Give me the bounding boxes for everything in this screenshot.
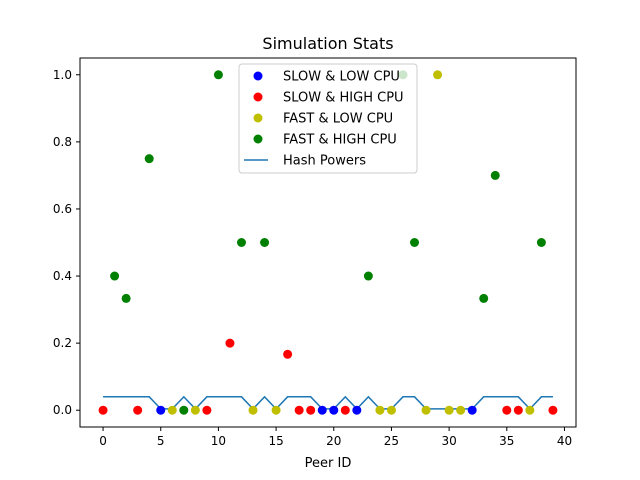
point-slow-high-cpu	[340, 405, 350, 415]
point-fast-high-cpu	[410, 238, 420, 247]
axis-ticks: 0 5 10 15 20 25 30 35 40 0.0 0.2 0.4 0.6 0.8 1.0	[53, 68, 572, 448]
x-tick-label: 40	[557, 434, 572, 448]
legend-entry-label: Hash Powers	[283, 154, 366, 169]
plot-area-frame	[79, 57, 577, 428]
point-fast-high-cpu	[363, 271, 373, 281]
point-fast-high-cpu	[110, 271, 120, 281]
legend-box	[238, 63, 418, 174]
y-tick-label: 0.8	[53, 135, 72, 149]
point-slow-low-cpu	[467, 405, 477, 415]
y-tick-label: 0.4	[53, 269, 72, 283]
point-slow-high-cpu	[202, 405, 212, 415]
legend-marker-swatch	[253, 92, 263, 102]
point-fast-low-cpu	[386, 405, 396, 415]
point-fast-low-cpu	[248, 405, 258, 415]
point-fast-high-cpu	[144, 154, 154, 164]
point-fast-high-cpu	[490, 170, 500, 180]
point-slow-high-cpu	[133, 405, 143, 415]
point-slow-low-cpu	[156, 405, 166, 415]
point-fast-low-cpu	[167, 405, 177, 415]
point-slow-high-cpu	[98, 405, 108, 415]
legend: SLOW & LOW CPU SLOW & HIGH CPU FAST & LOW …	[238, 63, 418, 174]
point-fast-low-cpu	[421, 405, 431, 415]
point-slow-high-cpu	[548, 405, 558, 415]
point-slow-high-cpu	[225, 338, 235, 348]
x-tick-label: 0	[99, 434, 107, 448]
x-tick-label: 25	[384, 434, 399, 448]
chart-title: Simulation Stats	[262, 34, 393, 53]
point-slow-high-cpu	[283, 349, 293, 359]
x-tick-label: 15	[268, 434, 283, 448]
point-fast-high-cpu	[536, 238, 546, 247]
point-fast-low-cpu	[271, 405, 281, 415]
point-slow-high-cpu	[306, 405, 316, 415]
hash-power-line-layer	[103, 395, 553, 410]
point-fast-low-cpu	[444, 405, 454, 415]
point-fast-high-cpu	[260, 238, 270, 247]
x-tick-label: 10	[211, 434, 226, 448]
y-tick-label: 0.2	[53, 336, 72, 350]
x-tick-label: 30	[441, 434, 456, 448]
point-fast-high-cpu	[121, 293, 131, 303]
legend-entry-label: FAST & LOW CPU	[283, 112, 393, 127]
point-slow-low-cpu	[317, 405, 327, 415]
x-tick-label: 20	[326, 434, 341, 448]
y-tick-label: 0.0	[53, 403, 72, 417]
x-tick-label: 35	[499, 434, 514, 448]
legend-marker-swatch	[253, 71, 263, 81]
hash-powers-line	[103, 395, 553, 410]
legend-entry-label: SLOW & LOW CPU	[283, 70, 400, 85]
x-tick-label: 5	[157, 434, 165, 448]
point-fast-low-cpu	[456, 405, 466, 415]
point-fast-low-cpu	[525, 405, 535, 415]
point-slow-low-cpu	[352, 405, 362, 415]
point-fast-high-cpu	[179, 405, 189, 415]
point-slow-high-cpu	[502, 405, 512, 415]
legend-marker-swatch	[253, 134, 263, 144]
point-fast-low-cpu	[375, 405, 385, 415]
point-fast-high-cpu	[213, 70, 223, 80]
legend-entry-label: SLOW & HIGH CPU	[283, 91, 404, 106]
y-tick-label: 1.0	[53, 68, 72, 82]
point-fast-high-cpu	[479, 293, 489, 303]
legend-marker-swatch	[253, 113, 263, 123]
point-fast-high-cpu	[236, 238, 246, 247]
point-slow-high-cpu	[294, 405, 304, 415]
legend-entry-label: FAST & HIGH CPU	[283, 133, 397, 148]
point-fast-low-cpu	[433, 70, 443, 80]
x-axis-label: Peer ID	[305, 456, 352, 471]
point-slow-low-cpu	[329, 405, 339, 415]
point-slow-high-cpu	[513, 405, 523, 415]
marker-layer	[98, 70, 558, 415]
point-fast-low-cpu	[190, 405, 200, 415]
y-tick-label: 0.6	[53, 202, 72, 216]
